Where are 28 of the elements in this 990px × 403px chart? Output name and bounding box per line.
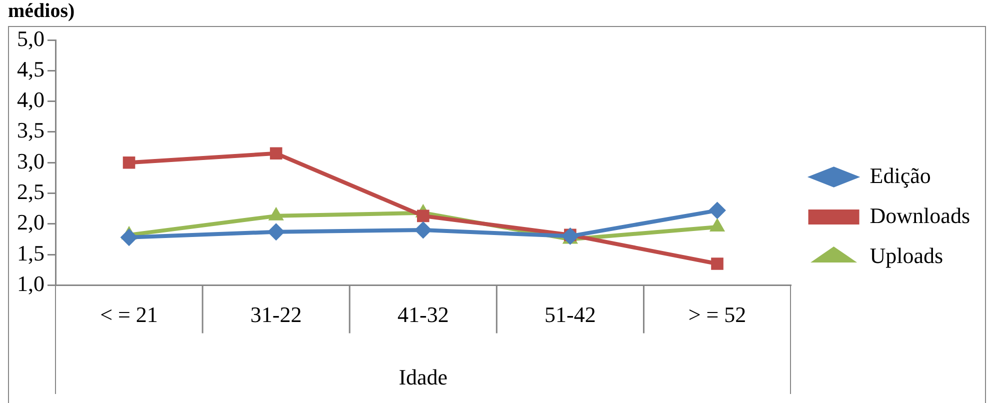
point (268, 223, 285, 240)
y-tick-label: 2,5 (17, 179, 44, 204)
legend-label: Edição (870, 162, 931, 188)
point (708, 202, 726, 219)
x-tick-label: < = 21 (100, 302, 158, 328)
point (122, 156, 136, 169)
point (120, 228, 138, 246)
x-tick-label: 31-22 (250, 302, 302, 328)
y-tick-label: 3,0 (17, 148, 44, 174)
y-tick-label: 5,0 (17, 26, 44, 51)
y-tick-label: 4,5 (17, 56, 44, 82)
y-tick-label: 3,5 (17, 118, 44, 143)
x-tick-label: > = 52 (688, 302, 746, 328)
x-tick-label: 41-32 (397, 302, 449, 328)
point (270, 147, 282, 160)
point (562, 228, 579, 245)
y-tick-label: 1,0 (17, 270, 44, 296)
y-tick-label: 2,0 (17, 210, 44, 235)
point (414, 222, 432, 239)
y-tick-label: 4,0 (17, 87, 44, 112)
legend-label: Uploads (870, 242, 944, 268)
point (416, 210, 430, 222)
x-axis-title: Idade (398, 364, 448, 390)
y-tick-label: 1,5 (17, 240, 44, 266)
legend-label: Downloads (870, 202, 970, 228)
x-tick-label: 51-42 (544, 302, 596, 328)
point (711, 258, 724, 270)
chart-title: médios) (8, 0, 75, 23)
